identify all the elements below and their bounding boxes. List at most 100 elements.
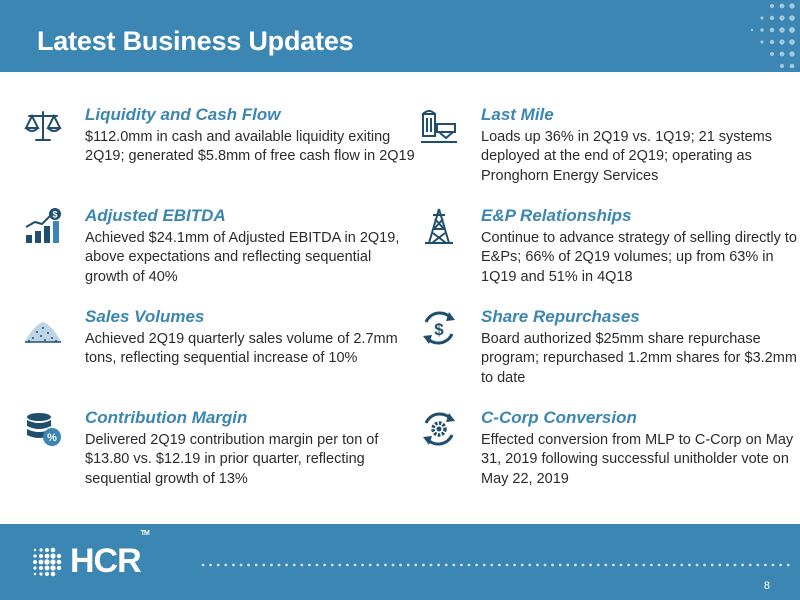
dot [566,563,570,567]
dot [756,563,760,567]
dot [513,563,516,567]
dot [581,563,585,567]
item-body: Continue to advance strategy of selling … [481,230,797,285]
update-contribution-margin: % Contribution Margin Delivered 2Q19 con… [27,407,415,489]
dot [779,563,782,567]
logo-dot-mark-icon [33,547,62,576]
dot [444,563,448,567]
dot [201,563,205,567]
item-title: Liquidity and Cash Flow [85,105,281,124]
dot [429,563,433,567]
dot [384,563,387,567]
dot [520,563,524,567]
dot [467,563,471,567]
dot [551,563,554,567]
company-logo: HCRTM [30,530,150,581]
dot [627,563,630,567]
dot [748,563,752,567]
dot [330,563,334,567]
dot [703,563,706,567]
item-body: $112.0mm in cash and available liquidity… [85,129,415,165]
dot [216,563,220,567]
item-body: Board authorized $25mm share repurchase … [481,331,797,386]
header-bar: Latest Business Updates [0,0,800,72]
dot [292,563,296,567]
dollar-cycle-icon: $ [423,311,455,345]
dot [665,563,668,567]
dot [543,563,547,567]
item-title: Share Repurchases [481,307,640,326]
item-title: Sales Volumes [85,307,205,326]
decorative-dot-line [201,563,790,567]
dot [277,563,281,567]
dot [315,563,319,567]
item-body: Achieved $24.1mm of Adjusted EBITDA in 2… [85,230,400,285]
update-share-repurchases: $ Share Repurchases Board authorized $25… [423,306,800,388]
scale-icon [24,111,62,141]
dot [414,563,418,567]
dot [710,563,714,567]
item-title: Contribution Margin [85,408,248,427]
dot [285,563,288,567]
item-body: Loads up 36% in 2Q19 vs. 1Q19; 21 system… [481,129,772,184]
dot [536,563,539,567]
dot [422,563,425,567]
dot [695,563,699,567]
dot [741,563,744,567]
update-liquidity: Liquidity and Cash Flow $112.0mm in cash… [24,104,415,167]
dot [361,563,364,567]
svg-text:$: $ [434,320,444,339]
dot [764,563,767,567]
dot [680,563,684,567]
dot [726,563,729,567]
logo-text: HCRTM [70,530,150,580]
dot [262,563,266,567]
dot [528,563,532,567]
item-body: Achieved 2Q19 quarterly sales volume of … [85,331,398,367]
sand-pile-icon [25,322,61,343]
svg-text:$: $ [52,210,57,220]
page-number: 8 [763,580,770,592]
dot [574,563,577,567]
decorative-dot-pattern [750,3,795,69]
dot [460,563,463,567]
dot [346,563,349,567]
dot [650,563,653,567]
dot [323,563,326,567]
dot [239,563,243,567]
update-ep-relationships: E&P Relationships Continue to advance st… [425,205,800,287]
item-title: Last Mile [481,105,554,124]
dot [399,563,402,567]
dot [308,563,311,567]
dot [672,563,676,567]
svg-text:%: % [47,432,57,444]
dot [642,563,646,567]
dot [619,563,623,567]
dot [232,563,235,567]
growth-chart-icon: $ [25,208,61,243]
update-last-mile: Last Mile Loads up 36% in 2Q19 vs. 1Q19;… [421,104,800,186]
gear-cycle-icon [423,412,455,446]
dot [657,563,661,567]
update-c-corp-conversion: C-Corp Conversion Effected conversion fr… [423,407,800,489]
dot [338,563,342,567]
dot [558,563,562,567]
dot [596,563,600,567]
dot [368,563,372,567]
item-title: Adjusted EBITDA [85,206,226,225]
item-body: Effected conversion from MLP to C-Corp o… [481,432,794,487]
dot [718,563,722,567]
dot [209,563,212,567]
dot [475,563,478,567]
dot [505,563,509,567]
dot [353,563,357,567]
dot [498,563,501,567]
update-adjusted-ebitda: $ Adjusted EBITDA Achieved $24.1mm of Ad… [25,205,415,287]
silo-icon [421,110,457,143]
dot [391,563,395,567]
dot [589,563,592,567]
dot [224,563,228,567]
item-title: C-Corp Conversion [481,408,637,427]
dot [300,563,304,567]
dot [604,563,608,567]
